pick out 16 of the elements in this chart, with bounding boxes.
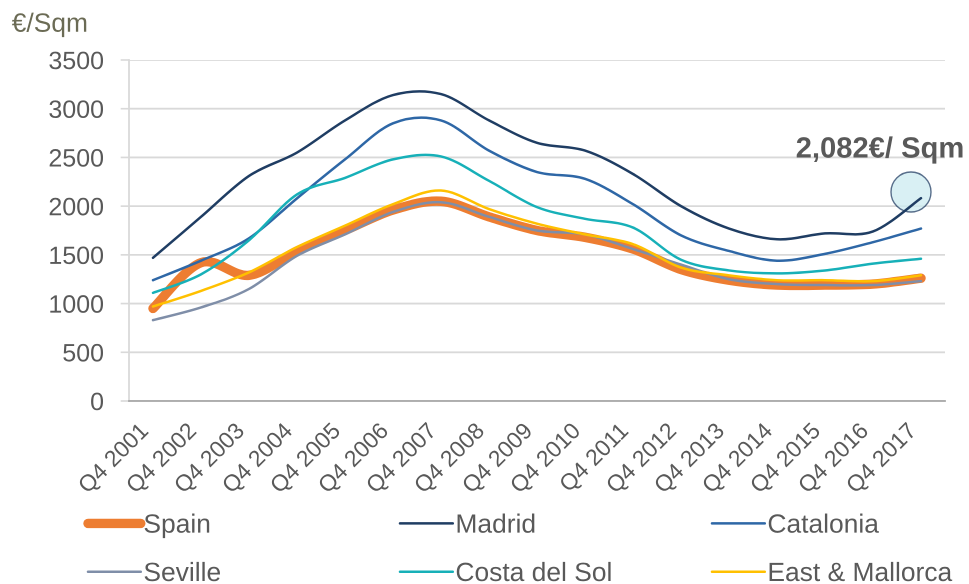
legend-label: Catalonia xyxy=(768,514,879,533)
y-tick-label: 3500 xyxy=(49,52,104,70)
legend-label: East & Mallorca xyxy=(770,562,952,582)
legend-label: Seville xyxy=(144,562,220,582)
y-tick-label: 2500 xyxy=(50,149,104,167)
legend-label: Spain xyxy=(144,514,210,538)
legend-label: Madrid xyxy=(458,514,534,533)
y-tick-label: 0 xyxy=(91,392,104,410)
y-tick-label: 500 xyxy=(63,344,104,362)
legend-label: Costa del Sol xyxy=(456,562,611,582)
y-tick-label: 2000 xyxy=(50,198,104,216)
annotation: 2,082€/ Sqm xyxy=(796,136,963,164)
y-tick-label: 3000 xyxy=(49,100,104,118)
y-tick-label: 1500 xyxy=(50,246,104,264)
y-tick-label: 1000 xyxy=(50,295,104,313)
y-axis-title: €/Sqm xyxy=(12,12,86,38)
